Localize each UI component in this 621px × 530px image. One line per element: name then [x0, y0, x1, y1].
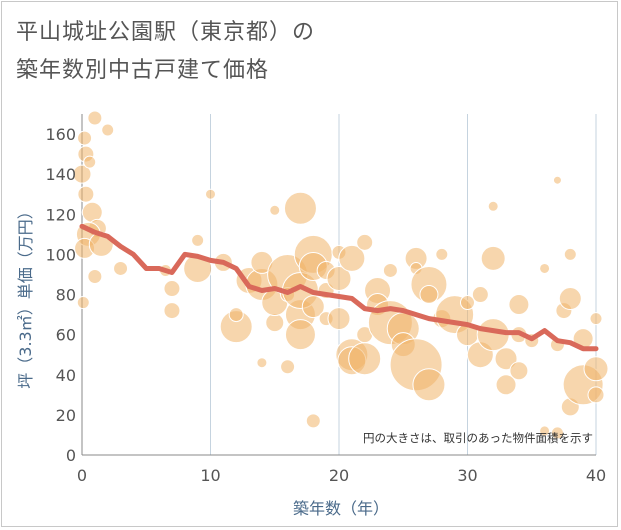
bubble-95: [550, 426, 564, 440]
x-tick-label-4: 40: [586, 466, 606, 485]
y-tick-label-7: 140: [45, 165, 76, 184]
bubble-14: [113, 260, 129, 276]
y-axis-title: 坪（3.3㎡）単価（万円）: [16, 203, 35, 388]
bubble-69: [460, 295, 475, 311]
bubble-76: [494, 347, 518, 371]
bubble-80: [509, 361, 529, 381]
bubble-93: [587, 386, 605, 404]
y-tick-label-8: 160: [45, 125, 76, 144]
bubble-layer: [72, 110, 609, 440]
bubble-37: [283, 191, 317, 225]
bubble-19: [191, 233, 205, 247]
grid-lines: [81, 114, 597, 456]
bubble-45: [326, 265, 352, 291]
chart-title-line1: 平山城址公園駅（東京都）の: [16, 20, 316, 45]
bubble-35: [284, 319, 316, 351]
bubble-16: [163, 280, 181, 298]
x-tick-label-0: 0: [77, 466, 87, 485]
bubble-41: [305, 413, 321, 429]
bubble-74: [487, 200, 499, 212]
bubble-33: [280, 359, 296, 375]
y-tick-labels: 0 20 40 60 80 100 120 140 160: [45, 125, 76, 465]
bubble-13: [101, 123, 115, 137]
bubble-87: [558, 287, 582, 311]
chart-title-line2: 築年数別中古戸建て価格: [16, 58, 270, 83]
bubble-23: [228, 307, 244, 323]
bubble-40: [301, 295, 325, 319]
bubble-46: [327, 307, 351, 331]
bubble-2: [72, 164, 92, 184]
bubble-78: [508, 294, 530, 316]
bubble-28: [265, 313, 285, 333]
y-tick-label-5: 100: [45, 245, 76, 264]
x-axis-title: 築年数（年）: [293, 499, 389, 518]
bubble-20: [205, 188, 216, 200]
bubble-56: [382, 262, 398, 278]
y-tick-label-4: 80: [56, 286, 76, 305]
bubble-12: [87, 110, 103, 126]
bubble-48: [338, 244, 366, 272]
bubble-71: [471, 286, 489, 304]
y-tick-label-3: 60: [56, 326, 76, 345]
bubble-77: [495, 374, 517, 396]
y-tick-label-1: 20: [56, 406, 76, 425]
bubble-27: [256, 357, 268, 369]
bubble-66: [435, 247, 449, 261]
y-tick-label-2: 40: [56, 366, 76, 385]
bubble-0: [77, 130, 93, 146]
bubble-4: [77, 185, 95, 203]
x-tick-label-1: 10: [200, 466, 220, 485]
x-tick-label-2: 20: [329, 466, 349, 485]
bubble-11: [76, 296, 90, 310]
bubble-size-note: 円の大きさは、取引のあった物件面積を示す: [363, 431, 593, 445]
bubble-82: [539, 262, 551, 274]
y-tick-label-6: 120: [45, 205, 76, 224]
bubble-10: [87, 268, 103, 284]
y-tick-label-0: 0: [66, 446, 76, 465]
bubble-73: [480, 245, 506, 271]
bubble-88: [563, 247, 577, 261]
x-tick-labels: 0 10 20 30 40: [77, 466, 606, 485]
trend-line: [79, 223, 599, 352]
bubble-64: [419, 285, 439, 305]
bubble-84: [552, 175, 562, 185]
x-tick-label-3: 30: [457, 466, 477, 485]
bubble-53: [348, 342, 382, 376]
bubble-65: [412, 368, 446, 402]
bubble-3: [83, 155, 97, 169]
bubble-83: [539, 425, 551, 437]
bubble-51: [356, 233, 374, 251]
bubble-94: [589, 312, 603, 326]
bubble-92: [583, 356, 609, 382]
bubble-17: [163, 302, 181, 320]
bubble-30: [269, 204, 281, 216]
